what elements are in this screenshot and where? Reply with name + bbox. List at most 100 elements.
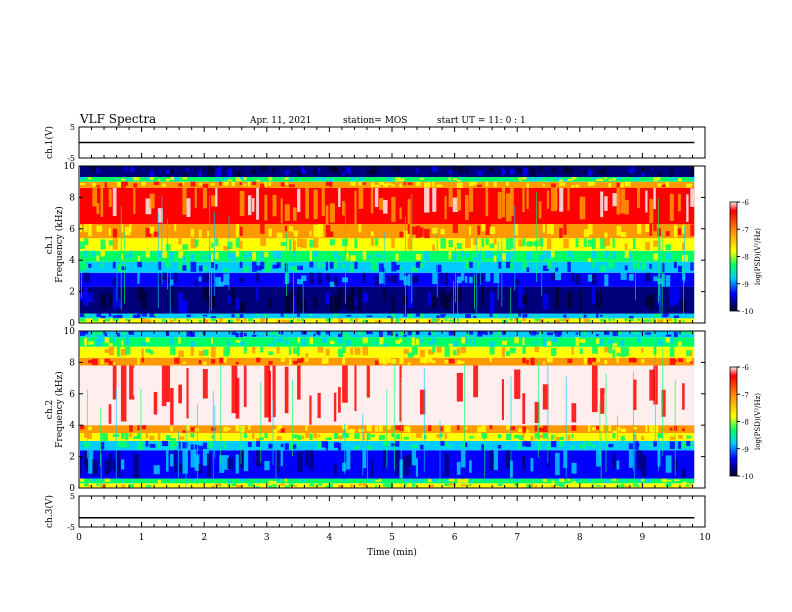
spectral-streak: [125, 178, 129, 181]
spectral-streak: [137, 313, 141, 318]
spectral-streak: [530, 241, 537, 246]
spectral-streak: [538, 441, 541, 450]
spectral-streak: [317, 483, 323, 486]
spectral-streak: [333, 275, 339, 286]
spectral-streak: [542, 293, 549, 310]
spectral-streak: [346, 295, 351, 311]
spectral-streak: [329, 166, 336, 173]
spectral-streak: [133, 183, 138, 188]
spectral-streak: [198, 333, 202, 336]
spectral-streak: [346, 315, 352, 317]
spectral-streak: [522, 295, 528, 305]
spectral-streak: [456, 276, 462, 284]
spectral-streak: [194, 280, 197, 286]
spectral-streak: [411, 483, 416, 487]
spectral-streak: [206, 230, 211, 237]
spectral-streak: [276, 250, 282, 260]
spectral-streak: [452, 166, 456, 172]
spectral-streak: [100, 239, 106, 250]
spectral-streak: [239, 176, 245, 180]
spectral-streak: [178, 238, 182, 245]
spectral-streak: [604, 238, 611, 247]
spectral-streak: [116, 264, 123, 272]
spectral-streak: [346, 450, 351, 470]
spectral-streak: [370, 458, 374, 477]
spectral-streak: [686, 350, 692, 357]
spectral-streak: [387, 483, 394, 488]
spectral-streak: [546, 450, 550, 467]
spectral-streak: [612, 430, 619, 434]
spectral-streak: [338, 442, 342, 451]
spectral-streak: [407, 454, 413, 467]
spectral-streak: [657, 313, 660, 318]
spectral-streak: [366, 255, 372, 259]
spectral-streak: [518, 177, 523, 181]
spectral-streak: [436, 346, 442, 353]
spectral-streak: [682, 468, 686, 479]
spectral-streak: [100, 250, 105, 257]
spectral-streak: [374, 187, 379, 207]
spectral-streak: [268, 332, 274, 335]
spectral-streak: [407, 182, 413, 185]
spectral-streak: [477, 184, 483, 187]
spectral-streak: [321, 264, 325, 268]
spectral-streak: [288, 177, 293, 182]
spectral-streak: [378, 331, 383, 337]
spectral-streak: [682, 267, 685, 273]
spectral-streak: [424, 357, 428, 364]
spectral-streak: [321, 337, 327, 343]
spectral-streak: [178, 183, 184, 187]
spectral-streak: [567, 358, 573, 364]
spectral-streak: [280, 357, 286, 362]
spectral-streak: [309, 313, 313, 317]
spectral-streak: [260, 346, 264, 353]
spectral-streak: [157, 433, 161, 441]
spectral-streak: [215, 264, 218, 270]
spectral-streak: [522, 187, 525, 213]
spectral-streak: [448, 358, 455, 364]
spectral-streak: [571, 425, 577, 431]
spectral-streak: [391, 443, 397, 447]
spectral-streak: [198, 445, 204, 451]
spectral-streak: [178, 261, 183, 271]
spectral-streak: [403, 349, 409, 355]
spectral-streak: [542, 250, 549, 258]
spectral-streak: [112, 261, 116, 269]
spectral-streak: [600, 178, 604, 181]
spectral-streak: [510, 187, 514, 217]
spectral-streak: [571, 445, 575, 450]
spectral-streak: [669, 427, 673, 431]
spectral-streak: [575, 337, 580, 346]
spectral-streak: [366, 365, 370, 398]
spectral-streak: [272, 264, 279, 269]
spectral-streak: [108, 293, 114, 308]
spectral-streak: [88, 450, 94, 474]
spectral-streak: [620, 272, 627, 280]
spectral-streak: [514, 318, 517, 321]
spectral-streak: [600, 238, 606, 249]
spectral-streak: [120, 332, 127, 335]
spectral-streak: [276, 232, 283, 238]
spectral-streak: [247, 483, 254, 487]
spectral-streak: [546, 261, 552, 269]
spectral-streak: [202, 273, 209, 283]
spectral-streak: [579, 444, 585, 449]
spectral-streak: [96, 185, 100, 188]
spectral-streak: [669, 436, 675, 440]
y-axis-label: ch.2: [45, 400, 55, 419]
spectral-streak: [460, 337, 467, 344]
spectral-streak: [358, 429, 365, 432]
spectral-streak: [288, 266, 294, 270]
spectral-streak: [387, 316, 394, 318]
spectral-streak: [657, 319, 664, 323]
spectral-streak: [170, 279, 174, 286]
spectral-streak: [362, 337, 368, 344]
spectral-streak: [108, 228, 112, 236]
spectral-streak: [505, 351, 510, 356]
spectral-streak: [686, 440, 691, 446]
x-axis-label: Time (min): [367, 547, 417, 558]
spectral-streak: [407, 273, 411, 287]
spectral-streak: [280, 450, 283, 467]
spectral-streak: [137, 378, 140, 403]
spectral-streak: [284, 340, 289, 345]
